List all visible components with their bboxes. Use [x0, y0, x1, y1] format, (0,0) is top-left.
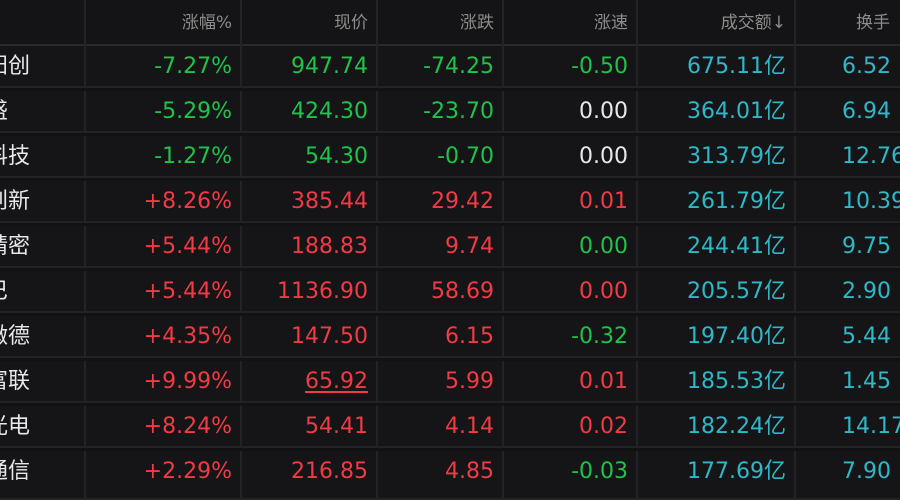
- turnover: 5.44: [796, 316, 900, 358]
- turnover: 2.90: [796, 271, 900, 313]
- change: 58.69: [378, 271, 504, 313]
- table-row[interactable]: 富联 +9.99% 65.92 5.99 0.01 185.53亿 1.45: [0, 361, 900, 403]
- change: 4.85: [378, 451, 504, 500]
- table-row[interactable]: 巴 +5.44% 1136.90 58.69 0.00 205.57亿 2.90: [0, 271, 900, 313]
- turnover: 6.52: [796, 46, 900, 88]
- amount: 244.41亿: [638, 226, 796, 268]
- table-row[interactable]: 创新 +8.26% 385.44 29.42 0.01 261.79亿 10.3…: [0, 181, 900, 223]
- table-row[interactable]: 精密 +5.44% 188.83 9.74 0.00 244.41亿 9.75: [0, 226, 900, 268]
- amount: 205.57亿: [638, 271, 796, 313]
- price: 385.44: [242, 181, 378, 223]
- header-amount-sorted[interactable]: 成交额↓: [638, 0, 796, 46]
- speed: 0.02: [504, 406, 638, 448]
- amount: 261.79亿: [638, 181, 796, 223]
- header-turnover[interactable]: 换手: [796, 0, 900, 46]
- header-change-percent[interactable]: 涨幅%: [86, 0, 242, 46]
- stock-name[interactable]: 盛: [0, 91, 86, 133]
- speed: 0.00: [504, 271, 638, 313]
- change-percent: -7.27%: [86, 46, 242, 88]
- amount: 364.01亿: [638, 91, 796, 133]
- speed: 0.01: [504, 361, 638, 403]
- change: -74.25: [378, 46, 504, 88]
- table-row[interactable]: 光电 +8.24% 54.41 4.14 0.02 182.24亿 14.17: [0, 406, 900, 448]
- table-row[interactable]: 科技 -1.27% 54.30 -0.70 0.00 313.79亿 12.76: [0, 136, 900, 178]
- table-row[interactable]: 微德 +4.35% 147.50 6.15 -0.32 197.40亿 5.44: [0, 316, 900, 358]
- stock-name[interactable]: 巴: [0, 271, 86, 313]
- stock-name[interactable]: 光电: [0, 406, 86, 448]
- turnover: 1.45: [796, 361, 900, 403]
- header-price[interactable]: 现价: [242, 0, 378, 46]
- price: 424.30: [242, 91, 378, 133]
- price: 1136.90: [242, 271, 378, 313]
- change: 9.74: [378, 226, 504, 268]
- change: -0.70: [378, 136, 504, 178]
- change: 6.15: [378, 316, 504, 358]
- stock-name[interactable]: 阳创: [0, 46, 86, 88]
- stock-name[interactable]: 富联: [0, 361, 86, 403]
- stock-name[interactable]: 通信: [0, 451, 86, 500]
- change-percent: -1.27%: [86, 136, 242, 178]
- change-percent: +5.44%: [86, 271, 242, 313]
- price: 147.50: [242, 316, 378, 358]
- change: 4.14: [378, 406, 504, 448]
- price: 947.74: [242, 46, 378, 88]
- speed: 0.00: [504, 226, 638, 268]
- table-row[interactable]: 阳创 -7.27% 947.74 -74.25 -0.50 675.11亿 6.…: [0, 46, 900, 88]
- price-value[interactable]: 65.92: [305, 369, 368, 394]
- price: 54.30: [242, 136, 378, 178]
- price: 216.85: [242, 451, 378, 500]
- change-percent: +8.26%: [86, 181, 242, 223]
- stock-name[interactable]: 科技: [0, 136, 86, 178]
- speed: 0.00: [504, 91, 638, 133]
- change-percent: +4.35%: [86, 316, 242, 358]
- amount: 177.69亿: [638, 451, 796, 500]
- amount: 182.24亿: [638, 406, 796, 448]
- change: -23.70: [378, 91, 504, 133]
- header-change[interactable]: 涨跌: [378, 0, 504, 46]
- speed: -0.32: [504, 316, 638, 358]
- change-percent: +2.29%: [86, 451, 242, 500]
- header-name: [0, 0, 86, 46]
- stock-name[interactable]: 精密: [0, 226, 86, 268]
- turnover: 14.17: [796, 406, 900, 448]
- change: 5.99: [378, 361, 504, 403]
- price: 54.41: [242, 406, 378, 448]
- change-percent: +8.24%: [86, 406, 242, 448]
- price: 188.83: [242, 226, 378, 268]
- change-percent: +9.99%: [86, 361, 242, 403]
- table-header: 涨幅% 现价 涨跌 涨速 成交额↓ 换手: [0, 0, 900, 46]
- turnover: 7.90: [796, 451, 900, 500]
- amount: 313.79亿: [638, 136, 796, 178]
- turnover: 12.76: [796, 136, 900, 178]
- turnover: 6.94: [796, 91, 900, 133]
- speed: 0.01: [504, 181, 638, 223]
- stock-name[interactable]: 微德: [0, 316, 86, 358]
- amount: 185.53亿: [638, 361, 796, 403]
- change-percent: +5.44%: [86, 226, 242, 268]
- speed: 0.00: [504, 136, 638, 178]
- table-row[interactable]: 盛 -5.29% 424.30 -23.70 0.00 364.01亿 6.94: [0, 91, 900, 133]
- header-speed[interactable]: 涨速: [504, 0, 638, 46]
- price-link[interactable]: 65.92: [242, 361, 378, 403]
- change-percent: -5.29%: [86, 91, 242, 133]
- stock-name[interactable]: 创新: [0, 181, 86, 223]
- speed: -0.50: [504, 46, 638, 88]
- amount: 675.11亿: [638, 46, 796, 88]
- turnover: 9.75: [796, 226, 900, 268]
- turnover: 10.39: [796, 181, 900, 223]
- speed: -0.03: [504, 451, 638, 500]
- table-row[interactable]: 通信 +2.29% 216.85 4.85 -0.03 177.69亿 7.90: [0, 451, 900, 500]
- amount: 197.40亿: [638, 316, 796, 358]
- change: 29.42: [378, 181, 504, 223]
